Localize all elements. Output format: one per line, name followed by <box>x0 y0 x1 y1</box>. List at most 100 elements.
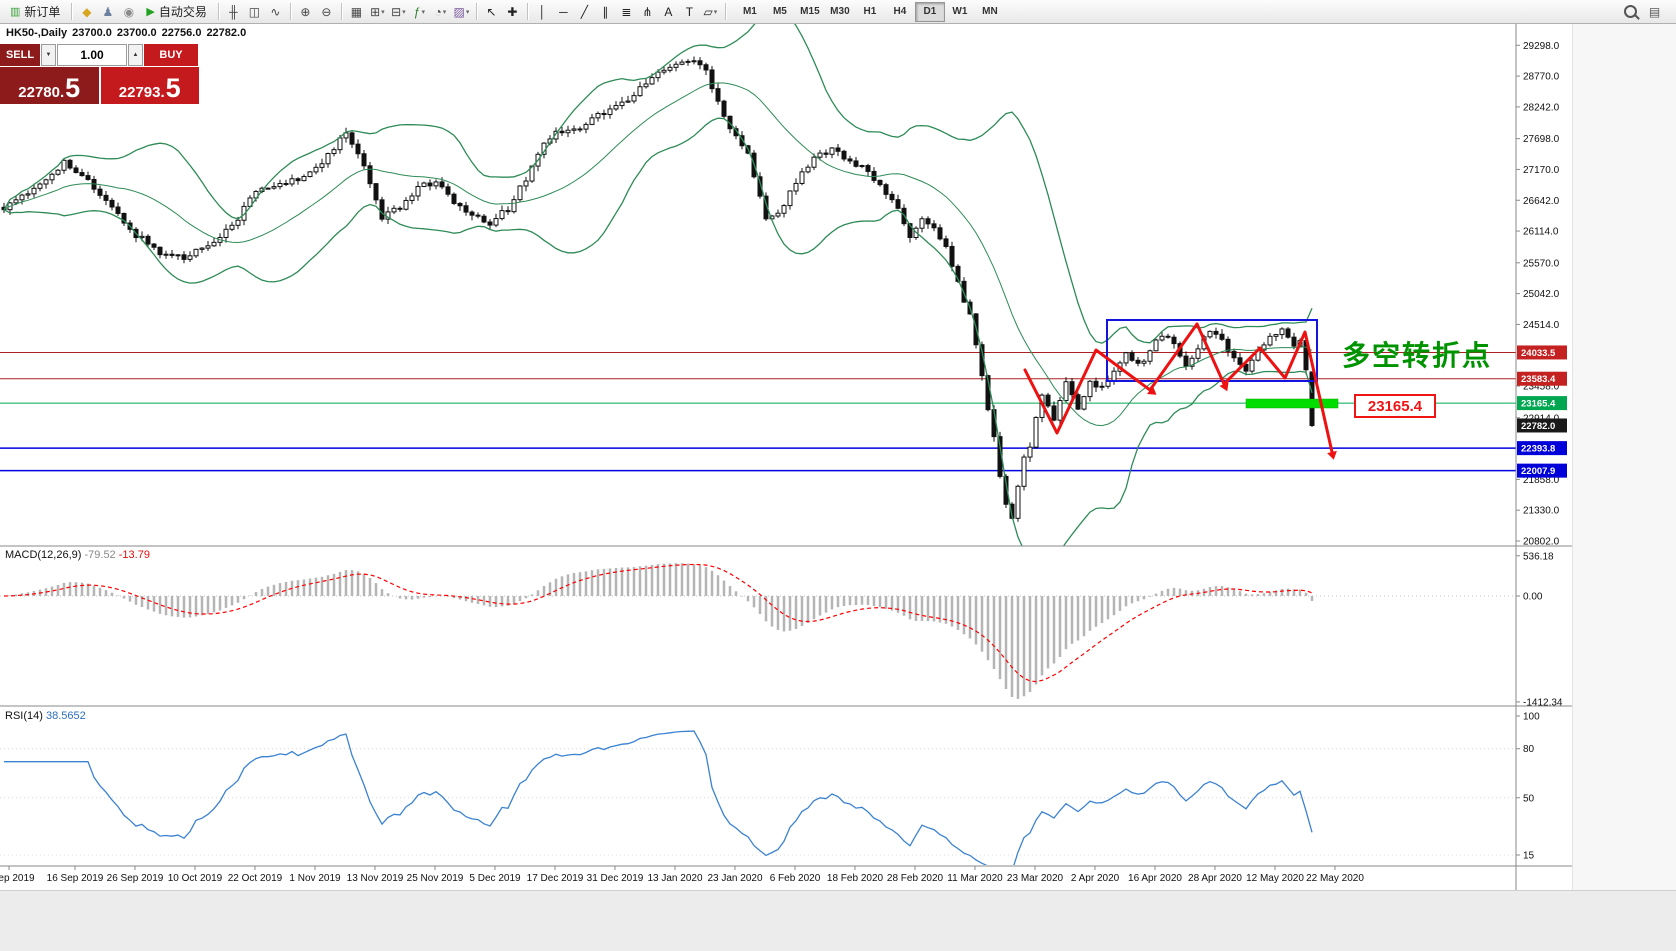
toolbar-separator <box>526 3 528 20</box>
new-chart-icon[interactable]: ⊞ ▾ <box>370 4 385 19</box>
volume-increase-button[interactable]: ▲ <box>128 44 143 66</box>
arrowhead <box>1327 450 1337 460</box>
open-value: 23700.0 <box>72 27 112 39</box>
line-chart-mode-icon[interactable]: ∿ <box>270 4 281 19</box>
bar-chart-mode-icon[interactable]: ╫ <box>229 4 238 19</box>
templates-icon[interactable]: ▨ ▾ <box>453 4 470 19</box>
timeframe-toolbar: M1 M5 M15 M30 H1 H4 D1 W1 MN <box>735 1 1005 22</box>
data-window-icon[interactable]: ♟ <box>102 4 114 19</box>
svg-text:6 Feb 2020: 6 Feb 2020 <box>770 873 821 884</box>
low-value: 22756.0 <box>161 27 202 39</box>
new-order-button[interactable]: ▥ 新订单 <box>4 2 66 22</box>
toolbar-separator <box>71 3 73 20</box>
indicators-icon[interactable]: ƒ ▾ <box>413 4 425 19</box>
cursor-icon[interactable]: ↖ <box>486 4 497 19</box>
svg-text:20802.0: 20802.0 <box>1523 537 1560 548</box>
price-tag <box>1517 463 1567 478</box>
sell-price-main: 22780. <box>18 84 65 101</box>
crosshair-icon[interactable]: ✚ <box>507 4 518 19</box>
buy-price-main: 22793. <box>118 84 165 101</box>
search-icon[interactable] <box>1624 5 1637 18</box>
auto-trading-button-label: 自动交易 <box>158 5 207 19</box>
svg-text:23 Mar 2020: 23 Mar 2020 <box>1007 873 1064 884</box>
equidistant-channel-icon[interactable]: ∥ <box>602 4 609 19</box>
svg-text:22 May 2020: 22 May 2020 <box>1306 873 1364 884</box>
svg-text:26642.0: 26642.0 <box>1523 196 1560 207</box>
svg-text:24514.0: 24514.0 <box>1523 320 1560 331</box>
text-label-icon[interactable]: T <box>685 4 694 19</box>
tile-windows-icon[interactable]: ▦ <box>350 4 363 19</box>
arrowhead <box>1147 385 1157 395</box>
auto-trading-button[interactable]: ▶ 自动交易 <box>140 2 212 22</box>
symbol-period-label: HK50-,Daily <box>6 27 68 39</box>
high-value: 23700.0 <box>116 27 157 39</box>
trendline-icon[interactable]: ╱ <box>580 4 589 19</box>
one-click-trading-panel: SELL ▼ ▲ BUY 22780.5 22793.5 <box>0 44 199 104</box>
price-axis[interactable]: 29298.0 28770.0 28242.0 27698.0 27170.0 26642… <box>1515 24 1567 890</box>
buy-price-pip: 5 <box>165 73 181 104</box>
zoom-out-icon[interactable]: ⊖ <box>321 4 332 19</box>
timeframe-mn[interactable]: MN <box>982 6 998 17</box>
svg-text:11 Mar 2020: 11 Mar 2020 <box>947 873 1003 884</box>
svg-text:23 Jan 2020: 23 Jan 2020 <box>707 873 762 884</box>
svg-text:28770.0: 28770.0 <box>1523 72 1560 83</box>
horizontal-line-icon[interactable]: ─ <box>559 4 568 19</box>
buy-price-button[interactable]: 22793. 5 <box>100 67 199 104</box>
rsi-panel-divider[interactable] <box>0 704 1572 709</box>
svg-text:16 Apr 2020: 16 Apr 2020 <box>1128 873 1182 884</box>
shapes-icon[interactable]: ▱ ▾ <box>703 4 718 19</box>
new-window-icon[interactable]: ▤ <box>1648 4 1661 19</box>
zoom-in-icon[interactable]: ⊕ <box>300 4 311 19</box>
timeframe-m1[interactable]: M1 <box>742 6 757 17</box>
periods-icon[interactable]: ◔ ▾ <box>434 4 447 19</box>
price-tag <box>1517 441 1567 456</box>
price-tag <box>1517 345 1567 360</box>
svg-text:25570.0: 25570.0 <box>1523 258 1560 269</box>
svg-text:23458.0: 23458.0 <box>1523 382 1560 393</box>
timeframe-m5[interactable]: M5 <box>772 6 787 17</box>
sell-button[interactable]: SELL <box>0 44 40 66</box>
consolidation-box <box>1106 319 1318 382</box>
svg-text:1 Nov 2019: 1 Nov 2019 <box>289 873 341 884</box>
auto-trading-icon: ▶ <box>146 6 155 18</box>
sell-price-pip: 5 <box>65 73 81 104</box>
svg-text:10 Oct 2019: 10 Oct 2019 <box>168 873 223 884</box>
workspace-right-margin <box>1572 24 1676 890</box>
sell-price-button[interactable]: 22780. 5 <box>0 67 99 104</box>
timeframe-w1[interactable]: W1 <box>952 6 968 17</box>
vertical-line-icon[interactable]: │ <box>538 4 547 19</box>
svg-text:23583.4: 23583.4 <box>1521 374 1556 385</box>
buy-button[interactable]: BUY <box>144 44 198 66</box>
arrowhead <box>1219 381 1229 392</box>
price-tag <box>1517 371 1567 386</box>
volume-input[interactable] <box>57 44 127 66</box>
andrews-pitchfork-icon[interactable]: ⋔ <box>642 4 653 19</box>
profiles-icon[interactable]: ⊟ ▾ <box>391 4 406 19</box>
macd-panel-divider[interactable] <box>0 544 1572 549</box>
chart-annotations <box>1023 319 1339 460</box>
chevron-down-icon: ▾ <box>421 8 425 16</box>
svg-text:100: 100 <box>1523 712 1540 723</box>
svg-text:13 Jan 2020: 13 Jan 2020 <box>647 873 702 884</box>
timeframe-m15[interactable]: M15 <box>800 6 820 17</box>
svg-text:22 Oct 2019: 22 Oct 2019 <box>228 873 283 884</box>
timeframe-m30[interactable]: M30 <box>830 6 850 17</box>
sound-icon[interactable]: ◉ <box>123 4 135 19</box>
window-bottom-margin <box>0 890 1676 951</box>
text-icon[interactable]: A <box>664 4 673 19</box>
volume-decrease-button[interactable]: ▼ <box>41 44 56 66</box>
svg-text:15: 15 <box>1523 850 1535 861</box>
new-order-button-label: 新订单 <box>24 5 61 19</box>
timeframe-h1[interactable]: H1 <box>863 6 877 17</box>
candlestick-mode-icon[interactable]: ◫ <box>248 4 261 19</box>
svg-text:13 Nov 2019: 13 Nov 2019 <box>347 873 404 884</box>
svg-text:31 Dec 2019: 31 Dec 2019 <box>587 873 644 884</box>
rsi-panel <box>0 730 1516 865</box>
fibonacci-icon[interactable]: ≣ <box>621 4 632 19</box>
market-watch-icon[interactable]: ◆ <box>82 4 92 19</box>
timeframe-d1[interactable]: D1 <box>914 1 945 22</box>
chevron-down-icon: ▾ <box>402 8 406 16</box>
timeframe-h4[interactable]: H4 <box>893 6 907 17</box>
